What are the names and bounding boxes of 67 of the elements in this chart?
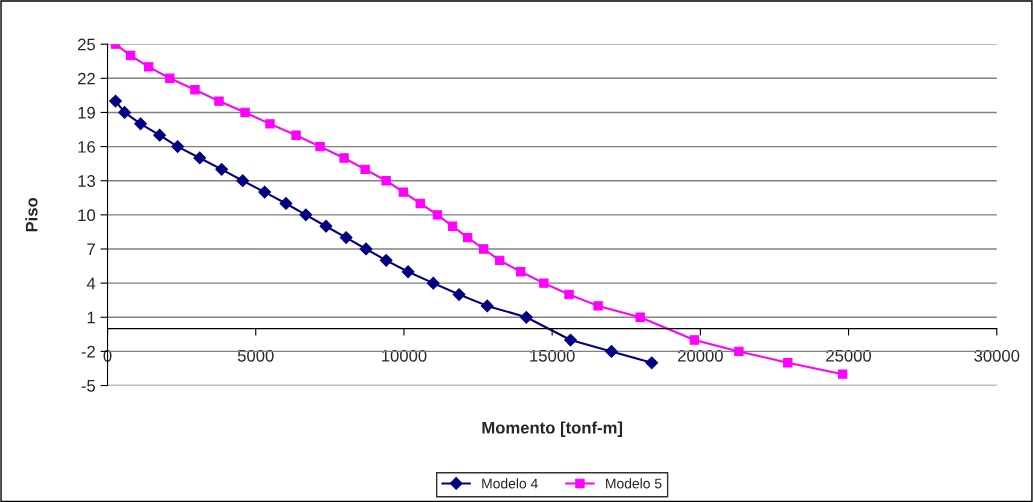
point bbox=[279, 197, 293, 210]
x-tick-label: 30000 bbox=[974, 349, 1020, 362]
point bbox=[426, 276, 440, 290]
point bbox=[415, 198, 425, 209]
point bbox=[118, 106, 131, 119]
point bbox=[605, 344, 618, 358]
point bbox=[291, 130, 301, 140]
point bbox=[319, 219, 333, 233]
point bbox=[315, 141, 325, 152]
y-tick-label: 1 bbox=[87, 311, 95, 324]
y-tick-label: 4 bbox=[86, 277, 96, 290]
point bbox=[214, 96, 224, 106]
point bbox=[381, 176, 391, 186]
point bbox=[564, 289, 574, 300]
point bbox=[516, 267, 526, 277]
point bbox=[339, 231, 353, 245]
point bbox=[452, 288, 466, 301]
point bbox=[401, 265, 415, 279]
point bbox=[539, 278, 549, 288]
point bbox=[462, 232, 473, 243]
point bbox=[480, 299, 494, 313]
y-tick-label: 22 bbox=[78, 72, 95, 85]
point bbox=[734, 346, 744, 357]
y-tick-label: 13 bbox=[78, 175, 95, 187]
y-tick-label: 7 bbox=[87, 243, 95, 256]
y-tick-label: 25 bbox=[78, 38, 96, 51]
point bbox=[689, 335, 700, 345]
point bbox=[190, 85, 200, 95]
y-tick-label: 19 bbox=[78, 106, 95, 119]
x-axis-title: Momento [tonf-m] bbox=[482, 421, 623, 437]
point bbox=[193, 151, 207, 165]
point bbox=[165, 73, 175, 83]
point bbox=[109, 94, 122, 108]
point bbox=[258, 185, 272, 199]
point bbox=[479, 244, 489, 254]
point bbox=[153, 128, 167, 142]
point bbox=[144, 62, 154, 72]
point bbox=[495, 255, 505, 266]
y-tick-label: 10 bbox=[78, 209, 96, 222]
y-tick-label: 16 bbox=[78, 140, 95, 153]
point bbox=[240, 107, 250, 118]
point bbox=[265, 119, 275, 129]
point bbox=[379, 253, 393, 267]
point bbox=[171, 140, 185, 153]
point bbox=[125, 50, 136, 61]
point bbox=[339, 153, 349, 163]
point bbox=[564, 333, 577, 347]
point bbox=[519, 310, 533, 324]
y-tick-label: -2 bbox=[81, 345, 95, 358]
legend-label: Modelo 5 bbox=[606, 478, 662, 489]
point bbox=[134, 117, 147, 131]
point bbox=[299, 208, 313, 222]
point bbox=[447, 221, 458, 231]
point bbox=[593, 301, 603, 311]
point bbox=[645, 356, 659, 370]
point bbox=[398, 187, 409, 197]
point bbox=[783, 358, 793, 368]
point bbox=[359, 242, 373, 256]
point bbox=[432, 210, 443, 220]
point bbox=[635, 312, 645, 322]
point bbox=[360, 164, 370, 175]
point bbox=[236, 174, 250, 188]
point bbox=[837, 369, 848, 379]
point bbox=[215, 162, 229, 176]
y-axis-title: Piso bbox=[25, 197, 38, 232]
y-tick-label: -5 bbox=[81, 380, 96, 392]
legend-label: Modelo 4 bbox=[482, 478, 538, 489]
